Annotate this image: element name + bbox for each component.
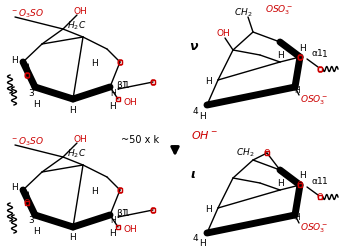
Text: H: H bbox=[109, 229, 116, 238]
Text: 3: 3 bbox=[28, 216, 34, 225]
Text: O: O bbox=[264, 149, 270, 158]
Text: H: H bbox=[200, 111, 206, 120]
Text: $OSO_3^-$: $OSO_3^-$ bbox=[265, 3, 293, 17]
Bar bbox=[116, 225, 120, 229]
Text: H: H bbox=[299, 171, 306, 180]
Text: H: H bbox=[11, 183, 18, 192]
Text: $^-O_3SO$: $^-O_3SO$ bbox=[10, 135, 44, 148]
Text: OH: OH bbox=[73, 134, 87, 143]
Text: H: H bbox=[294, 85, 300, 94]
Text: 1: 1 bbox=[124, 80, 130, 89]
Bar bbox=[318, 68, 322, 72]
Text: $OH^-$: $OH^-$ bbox=[191, 129, 219, 140]
Bar bbox=[318, 195, 322, 200]
Text: $H_2C$: $H_2C$ bbox=[67, 147, 86, 160]
Text: ν: ν bbox=[189, 39, 197, 52]
Text: OH: OH bbox=[216, 28, 230, 37]
Text: H: H bbox=[110, 216, 116, 225]
Text: $CH_2$: $CH_2$ bbox=[234, 7, 252, 19]
Text: 3: 3 bbox=[28, 88, 34, 97]
Text: H: H bbox=[110, 88, 116, 97]
Bar bbox=[298, 55, 302, 60]
Bar bbox=[151, 80, 155, 85]
Text: 1: 1 bbox=[322, 177, 328, 186]
Text: α1: α1 bbox=[312, 48, 324, 57]
Text: O: O bbox=[117, 58, 123, 67]
Text: H: H bbox=[277, 50, 283, 59]
Text: ι: ι bbox=[191, 167, 196, 180]
Text: O: O bbox=[297, 53, 303, 62]
Text: O: O bbox=[150, 78, 156, 87]
Text: 4: 4 bbox=[192, 106, 198, 115]
Text: 4: 4 bbox=[192, 234, 198, 242]
Text: β1: β1 bbox=[116, 80, 127, 89]
Text: $^-O_3SO$: $^-O_3SO$ bbox=[10, 8, 44, 20]
Bar bbox=[118, 60, 122, 65]
Text: O: O bbox=[297, 181, 303, 190]
Bar bbox=[25, 74, 29, 78]
Text: ~50 x k: ~50 x k bbox=[121, 135, 159, 144]
Text: OH: OH bbox=[73, 7, 87, 15]
Bar bbox=[265, 151, 269, 156]
Bar bbox=[116, 97, 120, 102]
Text: OH: OH bbox=[124, 97, 138, 106]
Text: H: H bbox=[70, 105, 76, 114]
Text: O: O bbox=[150, 206, 156, 215]
Text: H: H bbox=[299, 43, 306, 52]
Text: O: O bbox=[317, 193, 323, 202]
Text: H: H bbox=[70, 233, 76, 241]
Bar bbox=[151, 208, 155, 212]
Text: H: H bbox=[34, 227, 40, 236]
Bar bbox=[298, 183, 302, 187]
Text: $OSO_3^-$: $OSO_3^-$ bbox=[300, 220, 329, 234]
Text: H: H bbox=[92, 58, 98, 67]
Text: O: O bbox=[317, 65, 323, 74]
Text: H: H bbox=[294, 213, 300, 222]
Text: α1: α1 bbox=[312, 176, 324, 185]
Text: H: H bbox=[200, 239, 206, 247]
Text: $H_2C$: $H_2C$ bbox=[67, 20, 86, 32]
Bar bbox=[118, 188, 122, 193]
Text: 1: 1 bbox=[322, 49, 328, 58]
Text: H: H bbox=[92, 186, 98, 195]
Text: H: H bbox=[277, 178, 283, 187]
Text: O: O bbox=[117, 186, 123, 195]
Text: H: H bbox=[11, 55, 18, 64]
Text: $OSO_3^-$: $OSO_3^-$ bbox=[300, 93, 329, 106]
Text: 1: 1 bbox=[124, 208, 130, 217]
Text: H: H bbox=[109, 101, 116, 110]
Text: H: H bbox=[205, 204, 211, 213]
Text: $CH_2$: $CH_2$ bbox=[236, 146, 254, 159]
Text: O: O bbox=[24, 71, 30, 80]
Text: H: H bbox=[205, 76, 211, 85]
Text: H: H bbox=[34, 99, 40, 108]
Text: OH: OH bbox=[124, 225, 138, 234]
Text: β1: β1 bbox=[116, 208, 127, 217]
Bar bbox=[25, 201, 29, 205]
Text: O: O bbox=[24, 199, 30, 208]
